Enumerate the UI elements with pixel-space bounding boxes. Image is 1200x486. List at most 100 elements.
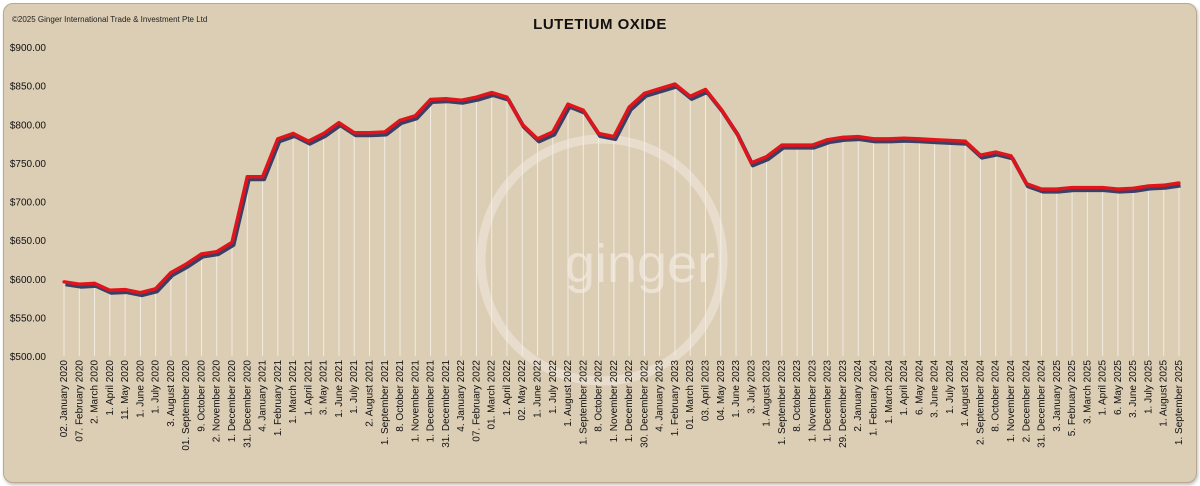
y-tick-label: $700.00 [10, 198, 47, 209]
data-point [1146, 184, 1151, 188]
y-tick-label: $600.00 [10, 275, 47, 286]
chart-frame: ©2025 Ginger International Trade & Inves… [3, 3, 1197, 483]
x-tick-label: 31. December 2024 [1037, 360, 1048, 448]
data-point [459, 98, 463, 102]
x-tick-label: 1. March 2024 [884, 360, 895, 424]
data-point [276, 137, 280, 141]
x-tick-label: 07. February 2022 [471, 360, 482, 442]
x-axis: 02. January 2020 07. February 2020 2. Marc… [59, 360, 1185, 451]
x-tick-label: 3. June 2025 [1128, 360, 1139, 418]
x-tick-label: 8. October 2023 [792, 360, 803, 432]
data-point [902, 136, 906, 140]
data-point [413, 114, 417, 118]
data-point [535, 137, 540, 141]
x-tick-label: 02. January 2020 [59, 360, 70, 438]
data-point [199, 252, 204, 256]
copyright-notice: ©2025 Ginger International Trade & Inves… [12, 15, 208, 24]
x-tick-label: 1. September 2025 [1174, 360, 1185, 445]
x-tick-label: 5. February 2025 [1067, 360, 1078, 437]
x-tick-label: 8. October 2024 [991, 360, 1002, 432]
data-point [260, 175, 265, 179]
x-tick-label: 31. December 2021 [441, 360, 452, 448]
y-tick-label: $900.00 [10, 43, 47, 54]
data-point [322, 131, 326, 136]
y-axis: $900.00 $850.00 $800.00 $750.00 $700.00 $650.… [10, 43, 47, 363]
data-point [627, 105, 631, 109]
y-tick-label: $800.00 [10, 120, 47, 131]
data-point [306, 139, 310, 143]
x-tick-label: 1. June 2020 [135, 360, 146, 418]
x-tick-label: 1. March 2021 [288, 360, 299, 424]
x-tick-label: 01. March 2023 [685, 360, 696, 430]
data-point [230, 240, 234, 245]
drop-lines [63, 84, 1180, 356]
x-tick-label: 2. August 2021 [365, 360, 376, 427]
y-tick-label: $650.00 [10, 236, 47, 247]
x-tick-label: 1. April 2020 [105, 360, 116, 416]
x-tick-label: 1. April 2021 [303, 360, 314, 416]
x-tick-label: 1. September 2022 [578, 360, 589, 445]
x-tick-label: 31. December 2020 [242, 360, 253, 448]
data-point [505, 95, 509, 99]
data-point [963, 139, 967, 143]
series-line [63, 82, 1180, 295]
ginger-watermark: ginger [476, 134, 728, 386]
x-tick-label: 1. July 2024 [945, 360, 956, 414]
x-tick-label: 1. September 2021 [380, 360, 391, 445]
data-point [383, 130, 387, 134]
x-tick-label: 1. July 2022 [548, 360, 559, 414]
data-point [917, 137, 921, 141]
data-point [551, 130, 555, 134]
x-tick-label: 1. February 2024 [869, 360, 880, 437]
x-tick-label: 6. May 2024 [914, 360, 925, 415]
x-tick-label: 1. July 2020 [151, 360, 162, 414]
data-point [1162, 183, 1166, 187]
data-point [428, 97, 433, 102]
x-tick-label: 1. June 2021 [334, 360, 345, 418]
x-tick-label: 1. February 2021 [273, 360, 284, 437]
x-tick-label: 3. May 2021 [319, 360, 330, 415]
x-tick-label: 2. March 2020 [90, 360, 101, 424]
data-point [444, 97, 448, 101]
x-tick-label: 6. May 2025 [1113, 360, 1124, 415]
y-tick-label: $750.00 [10, 159, 47, 170]
data-point [1116, 187, 1120, 191]
data-point [215, 250, 219, 254]
data-point [841, 135, 845, 139]
data-point [1039, 187, 1044, 191]
data-point [887, 137, 891, 141]
x-tick-label: 8. October 2022 [594, 360, 605, 432]
x-tick-label: 1. August 2022 [563, 360, 574, 427]
x-tick-label: 02. May 2022 [517, 360, 528, 421]
data-point [1055, 187, 1059, 191]
data-point [1070, 185, 1074, 190]
data-point [367, 131, 372, 135]
x-tick-label: 3. August 2020 [166, 360, 177, 427]
x-tick-label: 11. May 2020 [120, 360, 131, 420]
data-point [62, 280, 66, 284]
data-point [642, 91, 647, 95]
watermark-text: ginger [565, 234, 715, 294]
x-tick-label: 1. December 2020 [227, 360, 238, 443]
y-tick-label: $550.00 [10, 313, 47, 324]
x-tick-label: 1. April 2024 [899, 360, 910, 416]
data-point [398, 118, 402, 122]
data-point [948, 138, 952, 143]
data-point [92, 281, 97, 285]
data-point [612, 135, 616, 139]
x-tick-label: 4. January 2022 [456, 360, 467, 432]
x-tick-label: 9. October 2020 [197, 360, 208, 432]
data-point [765, 155, 769, 159]
x-tick-label: 1. September 2023 [777, 360, 788, 445]
x-tick-label: 1. June 2023 [731, 360, 742, 418]
data-point [1009, 154, 1013, 158]
x-tick-label: 4. January 2021 [258, 360, 269, 432]
data-point [291, 131, 295, 136]
data-point [520, 122, 524, 126]
x-tick-label: 3. March 2025 [1082, 360, 1093, 424]
data-point [1131, 186, 1135, 190]
x-tick-label: 3. June 2024 [930, 360, 941, 418]
data-point [245, 175, 249, 179]
x-tick-label: 29. December 2023 [838, 360, 849, 448]
data-point [933, 138, 937, 142]
